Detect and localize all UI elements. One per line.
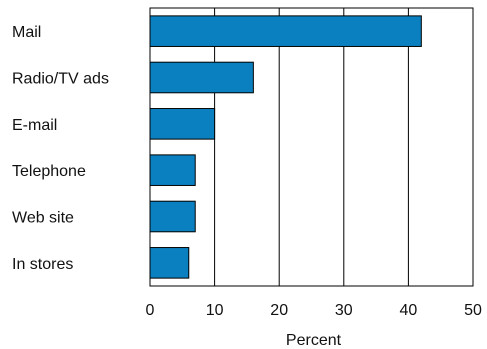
category-label: E-mail <box>12 117 57 134</box>
bar <box>149 108 216 140</box>
x-tick-label: 40 <box>400 302 418 319</box>
gridlines <box>149 8 474 286</box>
x-axis-label: Percent <box>286 332 342 349</box>
category-label: Web site <box>12 210 74 227</box>
category-label: Telephone <box>12 163 86 180</box>
x-tick-labels: 0 10 20 30 40 50 <box>146 302 482 319</box>
x-tick-label: 20 <box>270 302 288 319</box>
bar <box>149 61 254 94</box>
x-tick-label: 0 <box>146 302 155 319</box>
x-tick-label: 50 <box>464 302 482 319</box>
bar <box>149 154 196 186</box>
bar <box>149 200 196 233</box>
category-label: Radio/TV ads <box>12 71 109 88</box>
bars <box>149 15 422 279</box>
plot-frame <box>149 7 474 287</box>
x-tick-label: 30 <box>335 302 353 319</box>
category-label: In stores <box>12 256 73 273</box>
x-tick-label: 10 <box>206 302 224 319</box>
bar <box>149 247 190 279</box>
bar <box>149 15 422 47</box>
category-label: Mail <box>12 24 41 41</box>
category-labels: Mail Radio/TV ads E-mail Telephone Web site I… <box>12 24 109 273</box>
